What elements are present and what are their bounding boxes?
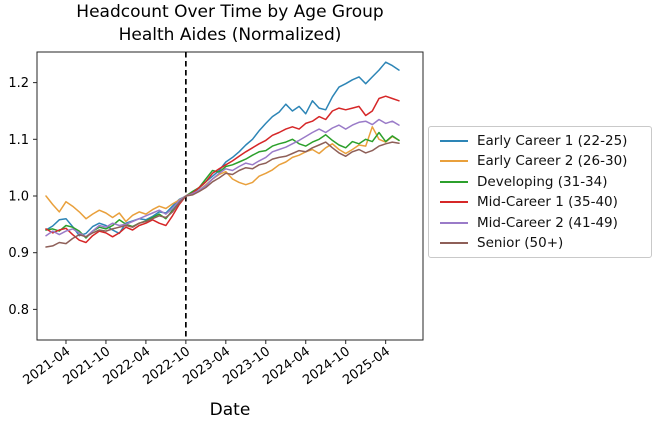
legend-item: Mid-Career 1 (35-40) — [440, 193, 647, 211]
legend: Early Career 1 (22-25) Early Career 2 (26… — [428, 126, 652, 258]
legend-item: Senior (50+) — [440, 234, 647, 252]
y-tick-label: 1.2 — [8, 76, 29, 91]
y-tick-label: 1.0 — [8, 190, 29, 205]
y-tick-label: 0.8 — [8, 303, 29, 318]
series-line-mid-career-2-41-49 — [45, 118, 400, 238]
legend-label: Early Career 1 (22-25) — [477, 132, 628, 149]
legend-item: Early Career 2 (26-30) — [440, 152, 647, 170]
legend-item: Mid-Career 2 (41-49) — [440, 214, 647, 232]
legend-item: Developing (31-34) — [440, 173, 647, 191]
legend-item: Early Career 1 (22-25) — [440, 132, 647, 150]
series-line-mid-career-1-35-40 — [45, 95, 400, 244]
legend-line-swatch — [440, 139, 468, 142]
series-line-early-career-2-26-30 — [45, 126, 400, 223]
legend-line-swatch — [440, 201, 468, 204]
legend-label: Mid-Career 2 (41-49) — [477, 214, 618, 231]
legend-label: Developing (31-34) — [477, 173, 608, 190]
y-tick-label: 0.9 — [8, 246, 29, 261]
series-line-senior-50 — [45, 141, 400, 248]
chart-title-line2: Health Aides (Normalized) — [118, 25, 342, 45]
plot-border — [36, 51, 424, 341]
legend-line-swatch — [440, 221, 468, 224]
legend-label: Senior (50+) — [477, 235, 564, 252]
y-tick-label: 1.1 — [8, 133, 29, 148]
x-axis-label: Date — [209, 400, 251, 420]
legend-label: Early Career 2 (26-30) — [477, 153, 628, 170]
legend-line-swatch — [440, 242, 468, 245]
series-line-developing-31-34 — [45, 131, 400, 239]
legend-line-swatch — [440, 160, 468, 163]
chart-title-line1: Headcount Over Time by Age Group — [76, 2, 384, 22]
legend-line-swatch — [440, 180, 468, 183]
chart-title: Headcount Over Time by Age Group Health … — [37, 1, 423, 47]
legend-label: Mid-Career 1 (35-40) — [477, 194, 618, 211]
